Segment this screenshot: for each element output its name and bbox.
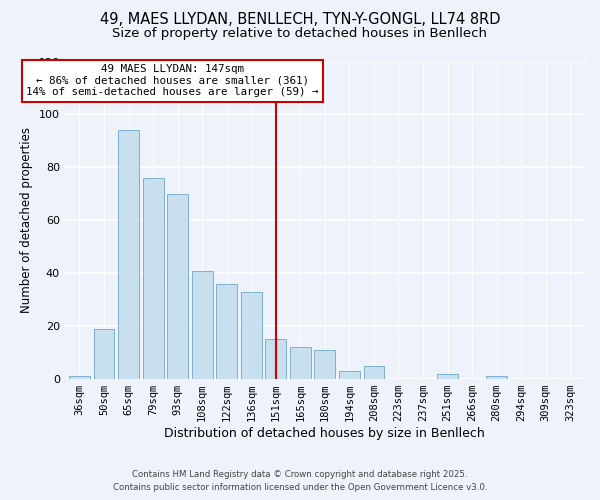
Bar [314, 350, 335, 379]
Bar [364, 366, 385, 379]
Text: 49 MAES LLYDAN: 147sqm
← 86% of detached houses are smaller (361)
14% of semi-de: 49 MAES LLYDAN: 147sqm ← 86% of detached… [26, 64, 319, 98]
Bar [167, 194, 188, 379]
Bar [118, 130, 139, 379]
Bar [486, 376, 507, 379]
Y-axis label: Number of detached properties: Number of detached properties [20, 128, 33, 314]
Bar [265, 340, 286, 379]
Bar [216, 284, 237, 379]
Bar [339, 371, 360, 379]
Text: 49, MAES LLYDAN, BENLLECH, TYN-Y-GONGL, LL74 8RD: 49, MAES LLYDAN, BENLLECH, TYN-Y-GONGL, … [100, 12, 500, 28]
Bar [94, 329, 115, 379]
Text: Size of property relative to detached houses in Benllech: Size of property relative to detached ho… [113, 28, 487, 40]
Bar [437, 374, 458, 379]
Bar [69, 376, 90, 379]
Bar [241, 292, 262, 379]
Text: Contains HM Land Registry data © Crown copyright and database right 2025.
Contai: Contains HM Land Registry data © Crown c… [113, 470, 487, 492]
Bar [192, 270, 212, 379]
X-axis label: Distribution of detached houses by size in Benllech: Distribution of detached houses by size … [164, 427, 485, 440]
Bar [143, 178, 164, 379]
Bar [290, 348, 311, 379]
